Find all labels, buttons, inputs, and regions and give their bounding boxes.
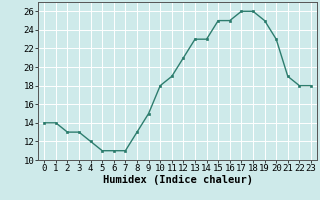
- X-axis label: Humidex (Indice chaleur): Humidex (Indice chaleur): [103, 175, 252, 185]
